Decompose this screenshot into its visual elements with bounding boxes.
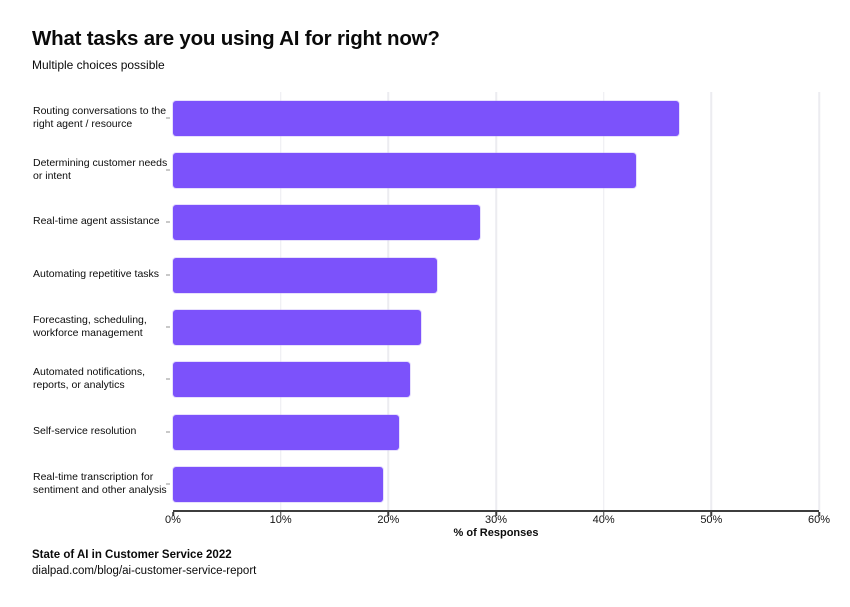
source-url: dialpad.com/blog/ai-customer-service-rep… (32, 565, 257, 577)
chart-row: Real-time agent assistance (33, 196, 819, 248)
bar-forecasting-scheduling (173, 309, 421, 345)
x-tick-label: 30% (484, 514, 508, 526)
bar-realtime-transcription (173, 466, 383, 502)
bar-automated-notifications (173, 361, 410, 397)
bar-routing-conversations (173, 100, 680, 136)
x-axis-title: % of Responses (453, 527, 539, 539)
bar-track (166, 144, 819, 196)
bar-track (166, 301, 819, 353)
gridline-20pct (387, 92, 390, 510)
chart-row: Self-service resolution (33, 406, 819, 458)
category-label: Self-service resolution (33, 425, 137, 438)
chart-title: What tasks are you using AI for right no… (32, 27, 440, 50)
y-tick-mark (166, 483, 170, 485)
x-tick-label: 0% (165, 514, 181, 526)
x-axis-tick (495, 512, 497, 516)
x-axis-tick (710, 512, 713, 516)
bar-realtime-agent-assistance (173, 204, 480, 240)
bar-determining-needs (173, 152, 636, 188)
y-tick-mark (166, 221, 170, 223)
gridline-50pct (710, 92, 713, 510)
x-tick-label: 10% (269, 514, 292, 526)
bar-track (166, 196, 819, 248)
chart-subtitle: Multiple choices possible (32, 58, 165, 72)
bar-track (166, 353, 819, 405)
gridline-10pct (279, 92, 282, 510)
y-tick-mark (166, 169, 170, 171)
x-tick-label: 40% (592, 514, 615, 526)
source-attribution: State of AI in Customer Service 2022 (32, 549, 232, 561)
category-label: Automating repetitive tasks (33, 268, 160, 281)
bar-track (166, 249, 819, 301)
gridline-30pct (495, 92, 497, 510)
category-label: Determining customer needs or intent (33, 156, 168, 182)
chart-row: Routing conversations to the right agent… (33, 92, 819, 144)
category-label: Forecasting, scheduling, workforce manag… (33, 313, 147, 339)
x-axis-tick (279, 512, 282, 516)
chart-row: Forecasting, scheduling, workforce manag… (33, 301, 819, 353)
category-label: Automated notifications, reports, or ana… (33, 365, 146, 391)
y-tick-mark (166, 117, 170, 119)
x-axis-tick (602, 512, 605, 516)
y-tick-mark (166, 431, 170, 433)
x-tick-label: 20% (377, 514, 400, 526)
y-tick-mark (166, 326, 170, 328)
x-tick-label: 50% (700, 514, 723, 526)
x-axis-tick-labels: 0% 10% 20% 30% 40% 50% 60% (165, 514, 830, 528)
y-tick-mark (166, 378, 170, 380)
chart-row: Automating repetitive tasks (33, 249, 819, 301)
chart-row: Automated notifications, reports, or ana… (33, 353, 819, 405)
bar-track (166, 406, 819, 458)
chart-row: Real-time transcription for sentiment an… (33, 458, 819, 510)
bar-self-service-resolution (173, 414, 400, 450)
gridline-40pct (602, 92, 605, 510)
gridline-60pct (818, 92, 820, 510)
chart-row: Determining customer needs or intent (33, 144, 819, 196)
x-tick-label: 60% (807, 514, 831, 526)
bar-automating-repetitive-tasks (173, 257, 437, 293)
x-axis-tick (387, 512, 390, 516)
plot-area (172, 92, 820, 516)
x-axis-tick (818, 512, 820, 516)
category-label: Real-time transcription for sentiment an… (33, 470, 167, 496)
category-label: Real-time agent assistance (33, 215, 160, 228)
y-tick-mark (166, 274, 170, 276)
x-axis-tick (172, 512, 174, 516)
bar-track (166, 458, 819, 510)
category-label: Routing conversations to the right agent… (33, 104, 167, 130)
bar-track (166, 92, 819, 144)
